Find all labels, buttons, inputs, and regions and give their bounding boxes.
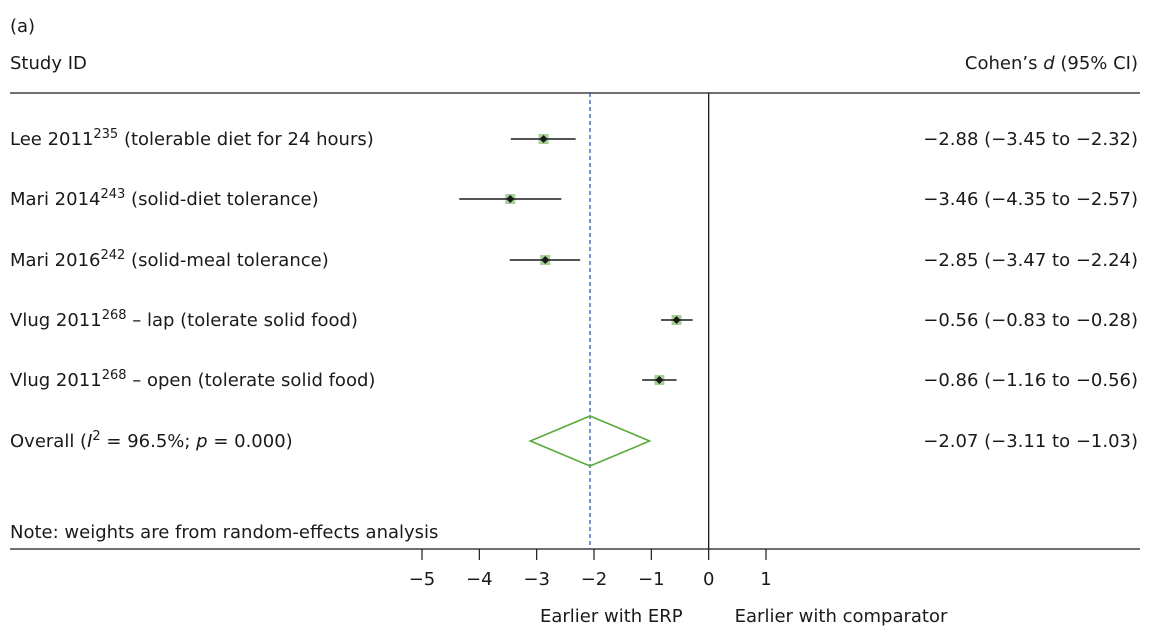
point-estimate bbox=[541, 256, 550, 264]
study-label: Vlug 2011268 – open (tolerate solid food… bbox=[10, 368, 375, 391]
overall-diamond bbox=[528, 415, 652, 467]
study-label: Vlug 2011268 – lap (tolerate solid food) bbox=[10, 308, 358, 331]
x-label-right: Earlier with comparator bbox=[735, 606, 948, 627]
x-tick-label: −3 bbox=[523, 569, 550, 590]
overall-label: Overall (I2 = 96.5%; p = 0.000) bbox=[10, 429, 293, 452]
x-tick-label: 0 bbox=[703, 569, 714, 590]
overall-ci-value: −2.07 (−3.11 to −1.03) bbox=[923, 431, 1138, 452]
study-label: Lee 2011235 (tolerable diet for 24 hours… bbox=[10, 127, 374, 150]
x-tick-label: −1 bbox=[638, 569, 665, 590]
x-tick-label: −5 bbox=[409, 569, 436, 590]
ci-value: −0.86 (−1.16 to −0.56) bbox=[923, 370, 1138, 391]
point-estimate bbox=[506, 195, 515, 203]
panel-label: (a) bbox=[10, 16, 35, 37]
ci-value: −3.46 (−4.35 to −2.57) bbox=[923, 189, 1138, 210]
study-id-header: Study ID bbox=[10, 53, 87, 74]
ci-value: −2.85 (−3.47 to −2.24) bbox=[923, 250, 1138, 271]
point-estimate bbox=[539, 135, 548, 143]
x-tick-label: −4 bbox=[466, 569, 493, 590]
study-label: Mari 2016242 (solid-meal tolerance) bbox=[10, 248, 329, 271]
effect-size-header: Cohen’s d (95% CI) bbox=[965, 53, 1138, 74]
x-tick-label: −2 bbox=[581, 569, 608, 590]
weights-note: Note: weights are from random-effects an… bbox=[10, 522, 438, 543]
ci-value: −0.56 (−0.83 to −0.28) bbox=[923, 310, 1138, 331]
point-estimate bbox=[672, 316, 681, 324]
ci-value: −2.88 (−3.45 to −2.32) bbox=[923, 129, 1138, 150]
point-estimate bbox=[655, 376, 664, 384]
x-tick-label: 1 bbox=[760, 569, 771, 590]
x-label-left: Earlier with ERP bbox=[540, 606, 683, 627]
study-label: Mari 2014243 (solid-diet tolerance) bbox=[10, 187, 319, 210]
